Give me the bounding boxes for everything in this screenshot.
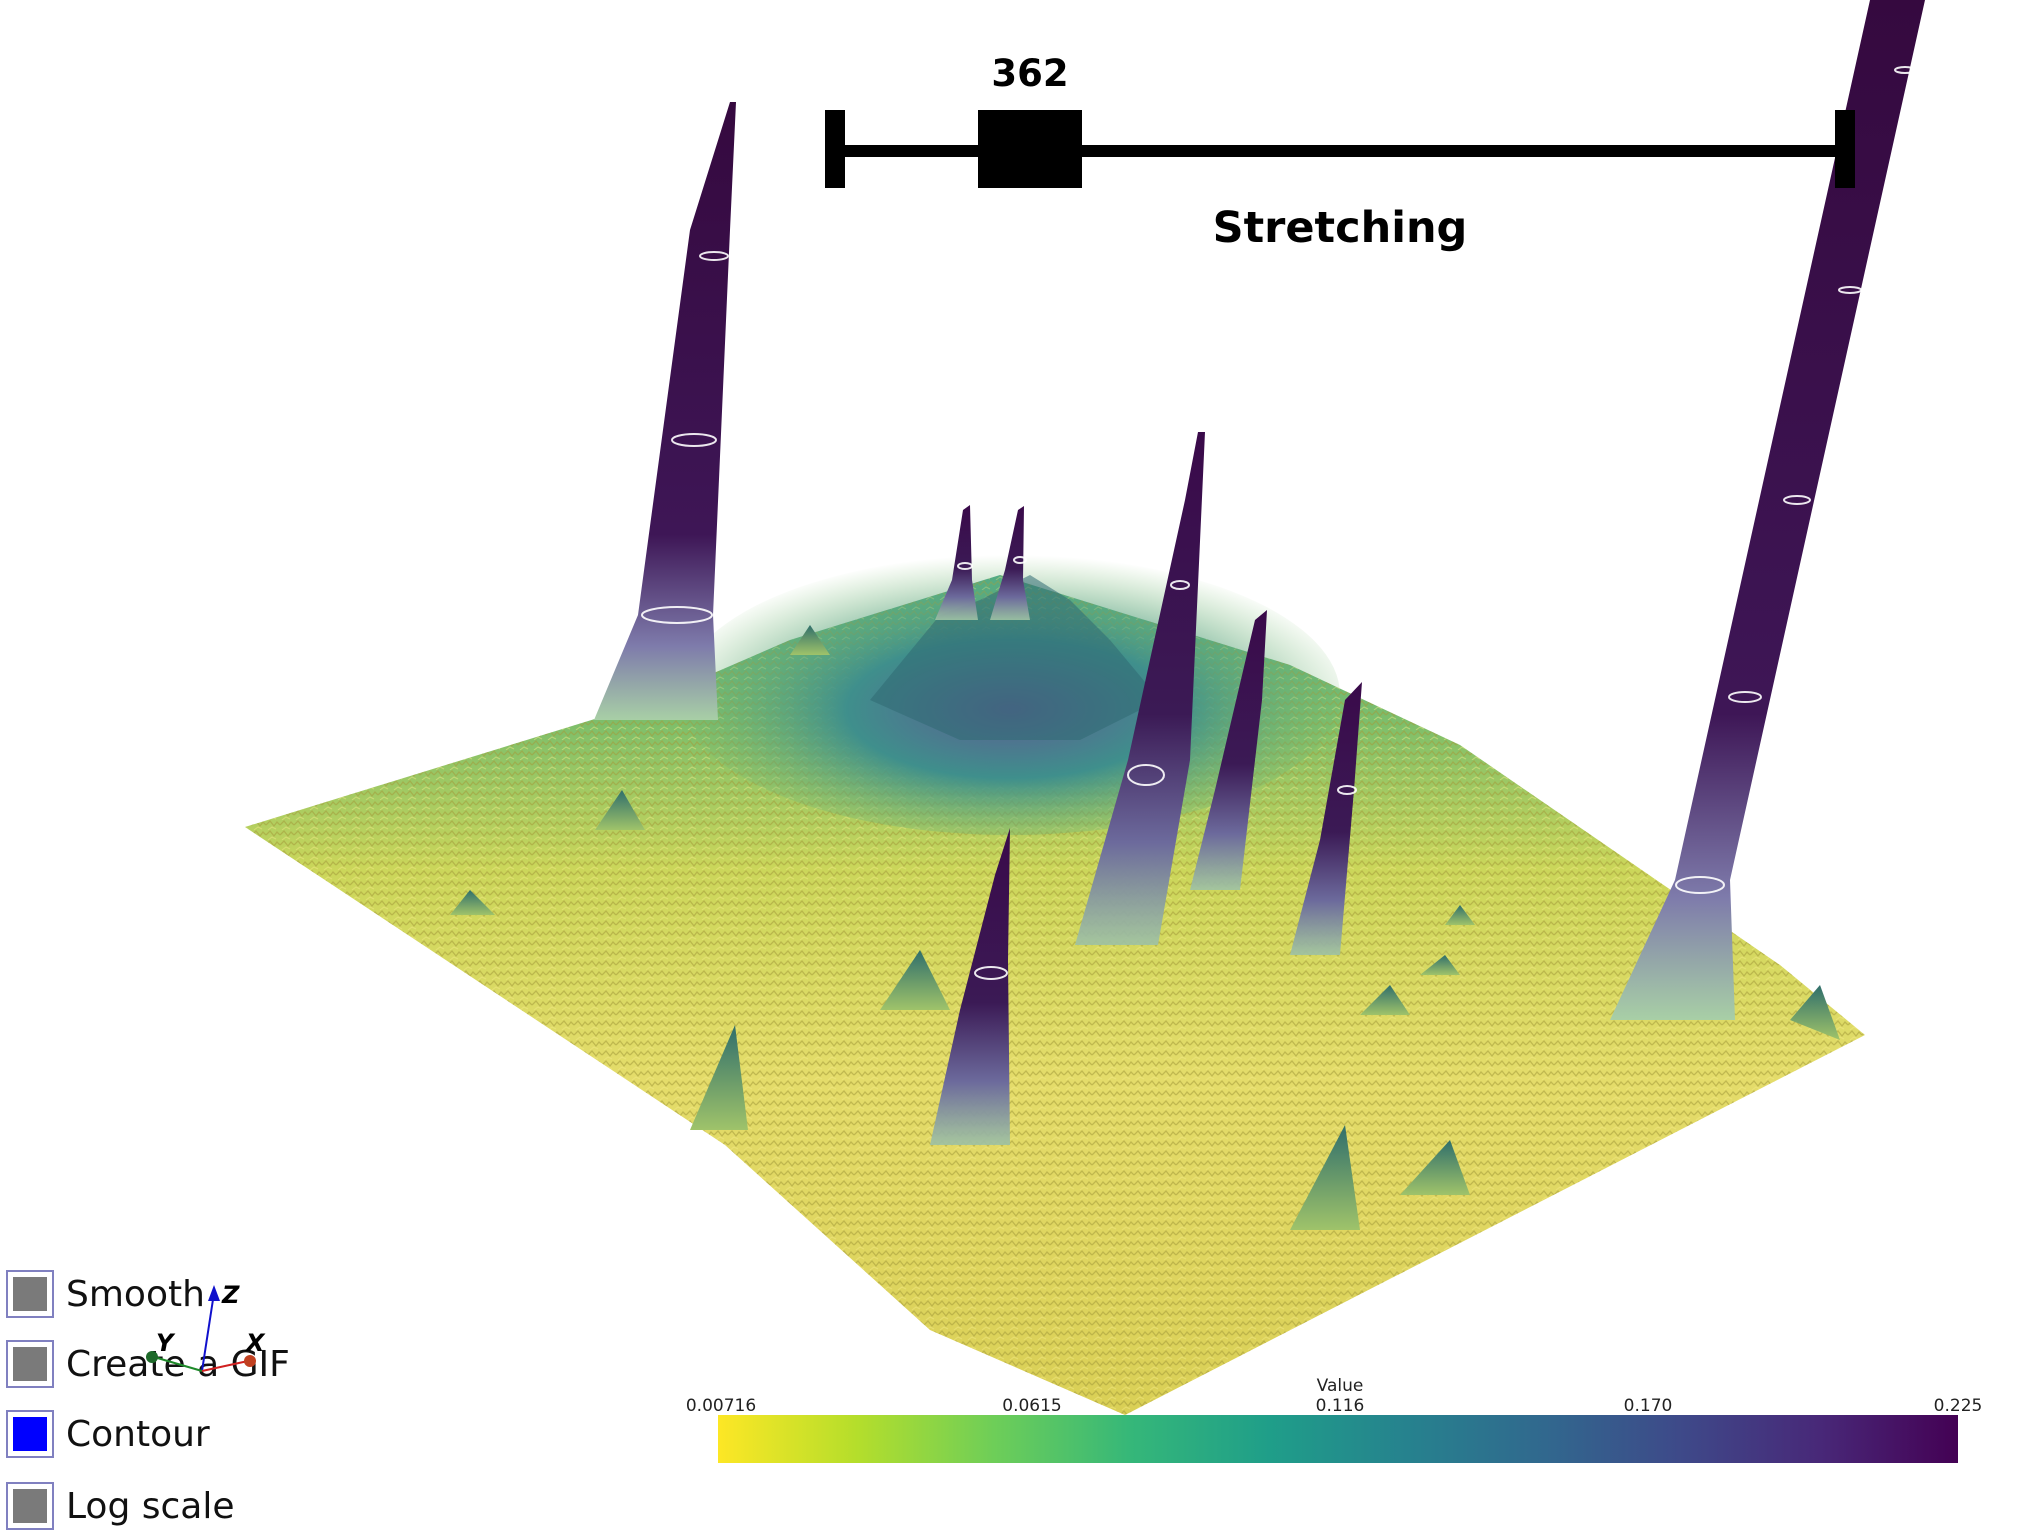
checkbox-fill (13, 1417, 47, 1451)
z-axis-line (201, 1292, 215, 1372)
x-axis-label: X (244, 1329, 266, 1357)
contour-checkbox[interactable] (6, 1410, 54, 1458)
y-axis-label: Y (156, 1329, 176, 1357)
x-axis-tip (244, 1355, 256, 1367)
contour-label: Contour (66, 1414, 210, 1455)
scalar-bar-tick: 0.116 (1315, 1396, 1365, 1416)
log-scale-label: Log scale (66, 1486, 235, 1527)
x-axis-line (201, 1360, 249, 1372)
scalar-bar-tick: 0.225 (1933, 1396, 1983, 1416)
slider-track[interactable] (833, 145, 1853, 157)
log-scale-checkbox[interactable] (6, 1482, 54, 1530)
scalar-bar-tick: 0.170 (1623, 1396, 1673, 1416)
slider-handle[interactable] (978, 110, 1082, 188)
z-axis-arrow (208, 1285, 220, 1301)
slider-value-label: 362 (991, 52, 1069, 95)
slider-title: Stretching (1212, 203, 1468, 253)
y-axis-tip (146, 1351, 158, 1363)
scalar-bar-title: Value (1316, 1376, 1364, 1396)
checkbox-fill (13, 1347, 47, 1381)
y-axis-line (153, 1356, 203, 1372)
slider-left-cap (825, 110, 845, 188)
orientation-axes-widget: Z Y X (146, 1281, 266, 1372)
scalar-bar-tick: 0.0615 (1002, 1396, 1062, 1416)
slider-right-cap (1835, 110, 1855, 188)
scalar-bar-tick: 0.00716 (685, 1396, 757, 1416)
create-gif-checkbox[interactable] (6, 1340, 54, 1388)
scalar-bar-gradient (718, 1415, 1958, 1463)
checkbox-fill (13, 1489, 47, 1523)
z-axis-label: Z (221, 1281, 240, 1309)
smooth-checkbox[interactable] (6, 1270, 54, 1318)
checkbox-fill (13, 1277, 47, 1311)
smooth-label: Smooth (66, 1274, 205, 1315)
